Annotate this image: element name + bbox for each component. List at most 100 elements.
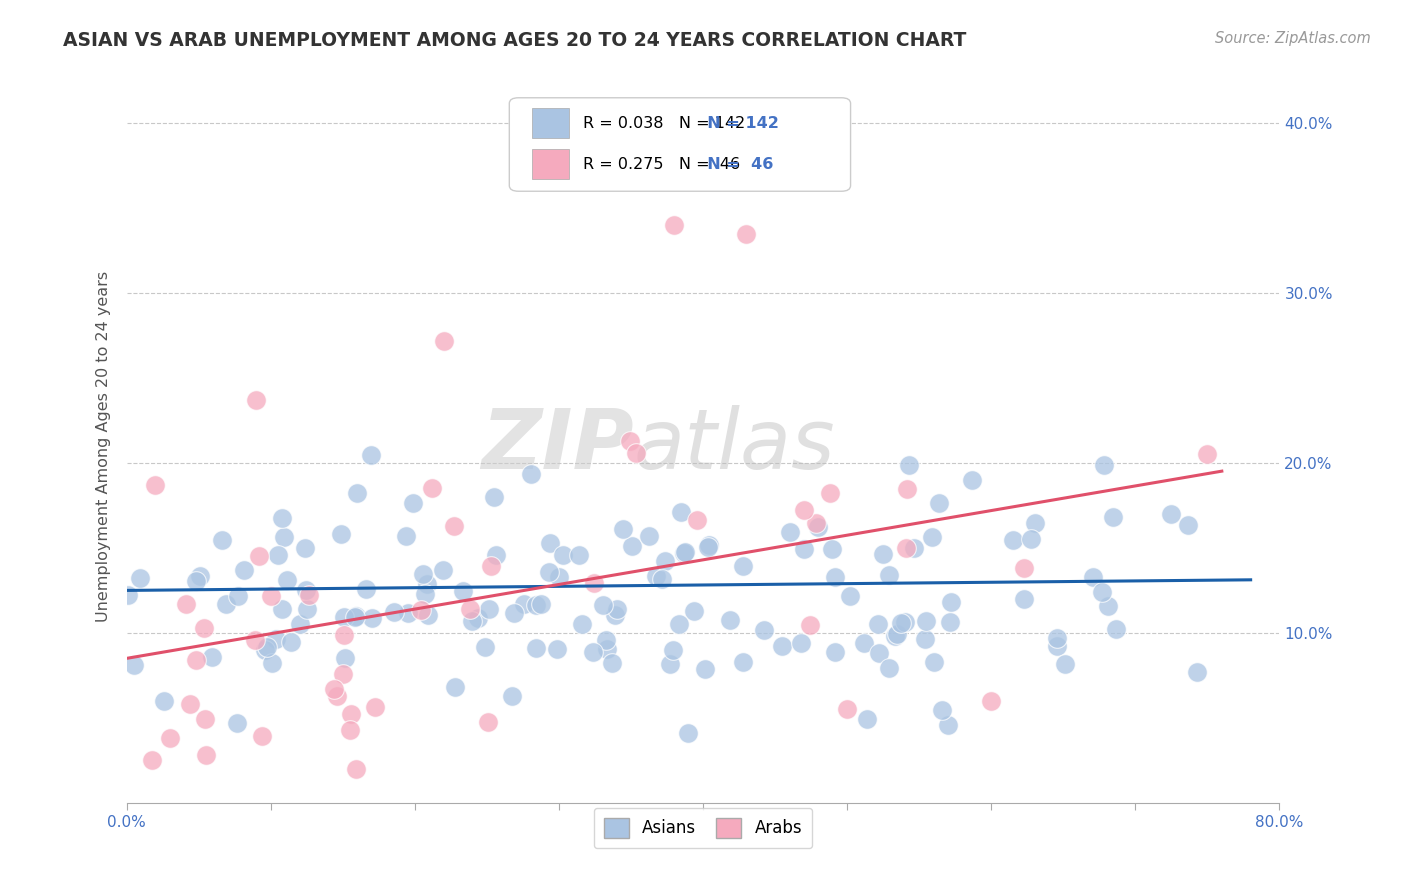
Point <box>872 548 894 562</box>
Point <box>697 538 720 552</box>
Text: R = 0.275   N =  46: R = 0.275 N = 46 <box>583 157 740 171</box>
Point <box>1012 561 1035 575</box>
Point <box>868 646 890 660</box>
Point <box>754 623 776 637</box>
Text: N = 142: N = 142 <box>696 116 779 130</box>
Point <box>129 571 152 585</box>
Point <box>664 218 686 232</box>
Point <box>117 588 139 602</box>
Point <box>461 614 484 628</box>
Point <box>696 540 718 554</box>
Point <box>294 541 316 556</box>
Point <box>824 569 846 583</box>
Point <box>1045 631 1067 645</box>
Point <box>582 645 605 659</box>
Point <box>346 485 368 500</box>
Point <box>1053 657 1076 672</box>
Point <box>595 633 617 648</box>
Point <box>395 529 418 543</box>
Point <box>153 694 176 708</box>
Point <box>928 496 950 510</box>
Point <box>914 632 936 646</box>
Point <box>1104 622 1126 636</box>
Point <box>538 536 561 550</box>
Point <box>524 599 547 613</box>
Point <box>194 747 217 762</box>
Point <box>325 690 347 704</box>
Point <box>201 650 224 665</box>
Point <box>595 642 617 657</box>
Point <box>770 639 793 653</box>
Y-axis label: Unemployment Among Ages 20 to 24 years: Unemployment Among Ages 20 to 24 years <box>96 270 111 622</box>
Point <box>644 569 666 583</box>
Point <box>194 712 217 726</box>
Point <box>270 511 292 525</box>
Point <box>323 682 346 697</box>
Point <box>451 584 474 599</box>
Point <box>245 393 267 408</box>
Point <box>413 587 436 601</box>
Point <box>122 658 145 673</box>
Point <box>877 567 900 582</box>
Point <box>804 516 827 530</box>
Point <box>513 597 536 611</box>
Point <box>295 583 318 598</box>
Point <box>924 655 946 669</box>
Point <box>1019 532 1042 546</box>
Point <box>592 598 614 612</box>
Point <box>485 548 508 562</box>
Point <box>477 601 499 615</box>
Point <box>416 608 439 623</box>
Point <box>226 715 249 730</box>
Point <box>402 496 425 510</box>
Point <box>898 458 921 473</box>
Point <box>600 656 623 670</box>
Point <box>568 548 591 562</box>
Point <box>693 663 716 677</box>
Point <box>1001 533 1024 548</box>
Point <box>824 645 846 659</box>
Point <box>619 434 641 448</box>
Point <box>835 702 858 716</box>
Text: N =  46: N = 46 <box>696 157 773 171</box>
Point <box>839 589 862 603</box>
Point <box>551 548 574 562</box>
Point <box>856 712 879 726</box>
Point <box>344 762 367 776</box>
Point <box>361 611 384 625</box>
Text: R = 0.038   N = 142: R = 0.038 N = 142 <box>583 116 745 130</box>
Point <box>605 607 627 622</box>
Point <box>271 602 294 616</box>
Point <box>226 589 249 603</box>
Point <box>253 642 276 657</box>
Point <box>333 628 356 642</box>
Point <box>243 633 266 648</box>
Point <box>731 559 754 574</box>
Point <box>256 640 278 654</box>
Point <box>779 525 801 540</box>
Point <box>193 621 215 635</box>
Point <box>671 505 693 519</box>
Point <box>546 641 568 656</box>
FancyBboxPatch shape <box>533 108 569 138</box>
Point <box>250 729 273 743</box>
Point <box>382 605 405 619</box>
Point <box>1185 665 1208 679</box>
Point <box>458 602 481 616</box>
Point <box>477 715 499 730</box>
Point <box>443 519 465 533</box>
Point <box>276 574 298 588</box>
Point <box>606 602 628 616</box>
Point <box>659 657 682 671</box>
Point <box>264 632 287 646</box>
Point <box>273 530 295 544</box>
Point <box>416 577 439 591</box>
FancyBboxPatch shape <box>509 98 851 191</box>
Point <box>1091 584 1114 599</box>
Point <box>877 660 900 674</box>
Point <box>1083 570 1105 584</box>
Point <box>260 589 283 603</box>
Point <box>807 520 830 534</box>
Point <box>184 652 207 666</box>
Point <box>686 513 709 527</box>
